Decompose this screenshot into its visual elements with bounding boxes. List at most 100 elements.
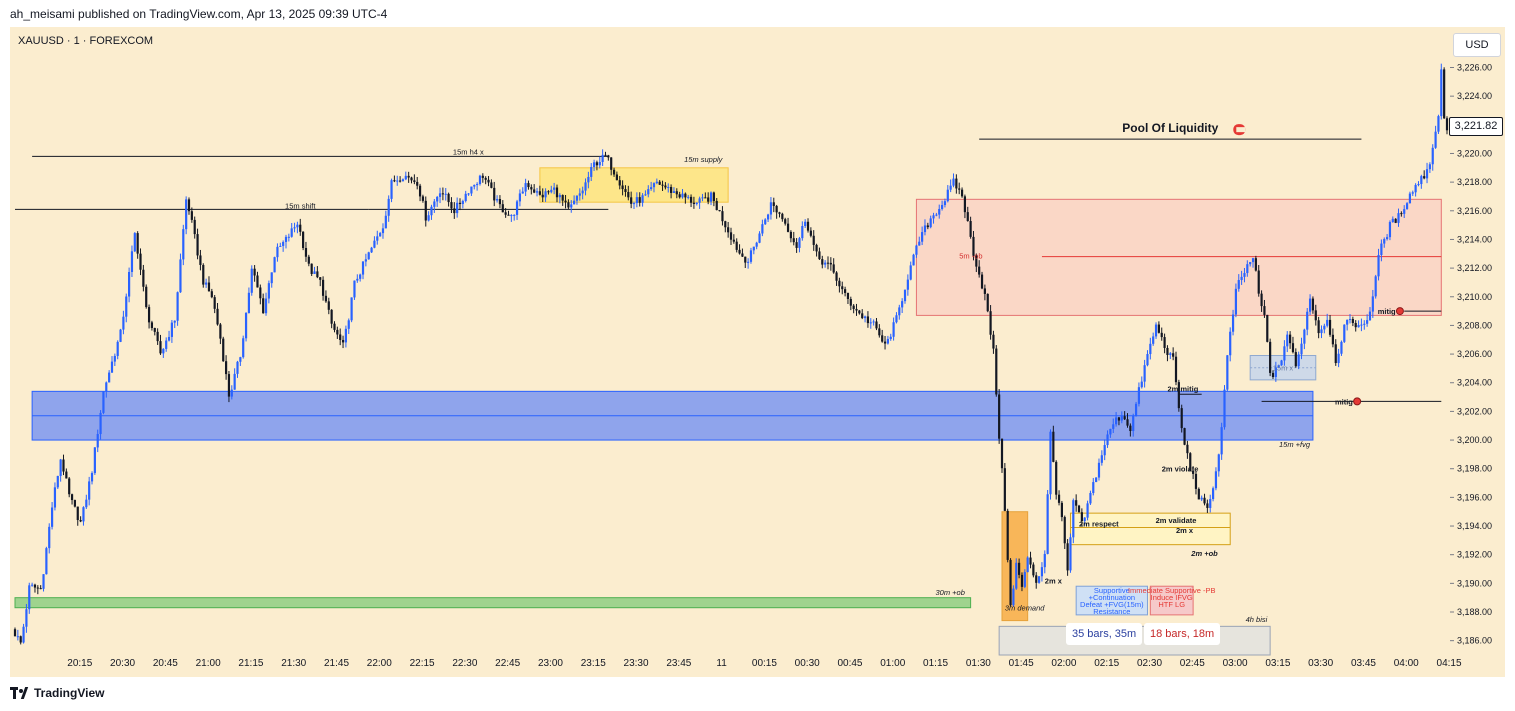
candle (1126, 419, 1129, 426)
candle (65, 471, 68, 479)
candle (133, 233, 136, 252)
label-2m-respect: 2m respect (1079, 519, 1119, 528)
x-tick-label: 21:15 (238, 658, 263, 669)
x-tick-label: 03:15 (1265, 658, 1290, 669)
candle (42, 574, 45, 589)
candle (381, 228, 385, 234)
candle (1428, 164, 1431, 170)
candle (989, 311, 992, 335)
candle (938, 208, 941, 215)
x-tick-label: 04:15 (1437, 658, 1462, 669)
y-tick-label: 3,226.00 (1457, 62, 1492, 72)
candle (296, 224, 299, 228)
candle (1183, 428, 1186, 445)
candle (122, 316, 125, 330)
candle (544, 191, 547, 198)
y-tick-label: 3,212.00 (1457, 263, 1492, 273)
candle (396, 180, 399, 182)
chart-frame[interactable]: 15m h4 x 15m shift 15m supply 5m -ob 15m +fv… (10, 27, 1505, 677)
candle (1400, 213, 1403, 215)
candle (958, 188, 961, 190)
candle (515, 201, 519, 215)
candle (986, 293, 989, 312)
candle (1337, 353, 1340, 364)
candle (165, 340, 168, 349)
chart-canvas[interactable]: 15m h4 x 15m shift 15m supply 5m -ob 15m +fv… (10, 27, 1505, 677)
candle (102, 391, 105, 413)
candle (530, 187, 533, 190)
candle (401, 179, 405, 182)
x-tick-label: 03:45 (1351, 658, 1376, 669)
candle (1266, 314, 1269, 342)
candle (1291, 343, 1295, 353)
candle (555, 187, 559, 198)
candle (1394, 218, 1397, 223)
candle (1425, 169, 1429, 179)
candle (244, 312, 248, 339)
candle (139, 253, 142, 270)
candle (239, 357, 242, 362)
candle (1240, 276, 1243, 281)
y-tick-label: 3,188.00 (1457, 607, 1492, 617)
candle (267, 283, 270, 299)
candle (31, 584, 34, 586)
candle (341, 339, 345, 343)
candle (418, 185, 422, 197)
candle (1046, 494, 1049, 554)
candle (612, 169, 616, 175)
candle (1283, 346, 1286, 361)
candle (778, 212, 781, 214)
candle (1357, 325, 1360, 328)
candle (1308, 298, 1312, 312)
candle (367, 252, 370, 260)
candle (886, 338, 889, 344)
candle (1231, 314, 1235, 332)
currency-button[interactable]: USD (1453, 33, 1501, 57)
candle (960, 189, 964, 197)
candle (1417, 184, 1420, 186)
candle (647, 189, 650, 195)
y-tick-label: 3,220.00 (1457, 148, 1492, 158)
candle (664, 185, 667, 188)
candle (153, 328, 156, 332)
candle (196, 234, 199, 256)
candle (812, 235, 815, 245)
candle (156, 331, 159, 342)
candle (53, 487, 57, 508)
candle (624, 189, 627, 192)
footer-brand[interactable]: TradingView (10, 686, 104, 700)
zone-15m-supply (539, 167, 729, 203)
candle (364, 259, 367, 262)
candle (1040, 567, 1044, 577)
candle (193, 219, 196, 235)
candle (650, 187, 653, 190)
candle (601, 154, 604, 162)
label-30m-ob: 30m +ob (936, 588, 965, 597)
candle (752, 246, 755, 251)
x-tick-label: 22:45 (495, 658, 520, 669)
candle (826, 262, 830, 264)
candle (789, 231, 793, 239)
candle (1035, 575, 1038, 583)
candle (921, 232, 924, 242)
candle (1280, 360, 1283, 366)
candle (222, 338, 225, 362)
candle (50, 507, 54, 527)
label-supportive-1: Supportive (1094, 586, 1130, 595)
candle (1383, 239, 1386, 244)
candle (821, 259, 824, 265)
candle (1149, 343, 1152, 355)
x-tick-label: 22:15 (410, 658, 435, 669)
x-tick-label: 21:45 (324, 658, 349, 669)
candle (541, 194, 544, 198)
candle (795, 242, 798, 248)
candle (978, 266, 981, 275)
candle (712, 192, 715, 201)
candle (1089, 493, 1092, 504)
candle (678, 194, 681, 198)
candle (233, 373, 236, 390)
candle (1083, 517, 1086, 522)
candle (205, 282, 208, 285)
candle (413, 180, 416, 182)
candle (339, 334, 342, 340)
